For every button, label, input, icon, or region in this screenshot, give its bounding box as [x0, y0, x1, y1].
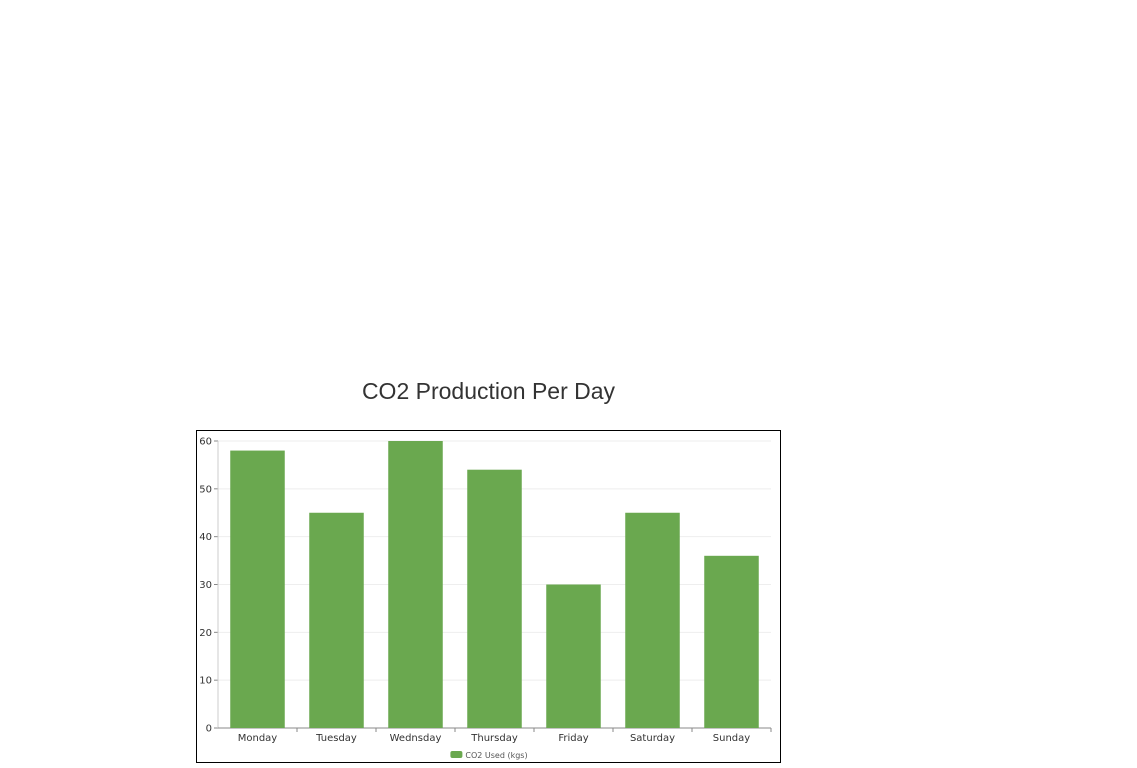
x-tick-label: Thursday [470, 733, 518, 744]
x-tick-label: Sunday [713, 733, 750, 744]
chart-title: CO2 Production Per Day [361, 378, 616, 404]
y-tick-label: 20 [199, 628, 212, 639]
y-tick-label: 0 [206, 724, 212, 735]
bar[interactable] [230, 450, 285, 728]
bar[interactable] [467, 469, 522, 728]
y-tick-label: 60 [199, 437, 212, 448]
bar[interactable] [388, 441, 443, 728]
x-tick-label: Saturday [630, 733, 675, 744]
x-tick-label: Wednsday [390, 733, 442, 744]
y-tick-label: 50 [199, 484, 212, 495]
y-tick-label: 30 [199, 580, 212, 591]
legend-swatch [450, 751, 463, 758]
bar[interactable] [625, 512, 680, 728]
bar[interactable] [546, 584, 601, 729]
bar[interactable] [704, 555, 759, 728]
y-tick-label: 10 [199, 676, 212, 687]
chart-frame: 0 10 20 30 40 50 60 Monday Tuesday Wednsday Thurs… [196, 430, 781, 763]
x-tick-label: Monday [238, 733, 278, 744]
bar[interactable] [309, 512, 364, 728]
x-tick-label: Friday [558, 733, 588, 744]
legend: CO2 Used (kgs) [450, 751, 528, 760]
x-tick-label: Tuesday [315, 733, 357, 744]
y-tick-label: 40 [199, 532, 212, 543]
bars [230, 441, 759, 728]
y-tick-labels: 0 10 20 30 40 50 60 [199, 437, 212, 735]
legend-label: CO2 Used (kgs) [465, 751, 527, 760]
bar-chart: 0 10 20 30 40 50 60 Monday Tuesday Wednsday Thurs… [199, 437, 772, 760]
x-tick-labels: Monday Tuesday Wednsday Thursday Friday Satur… [238, 733, 751, 744]
